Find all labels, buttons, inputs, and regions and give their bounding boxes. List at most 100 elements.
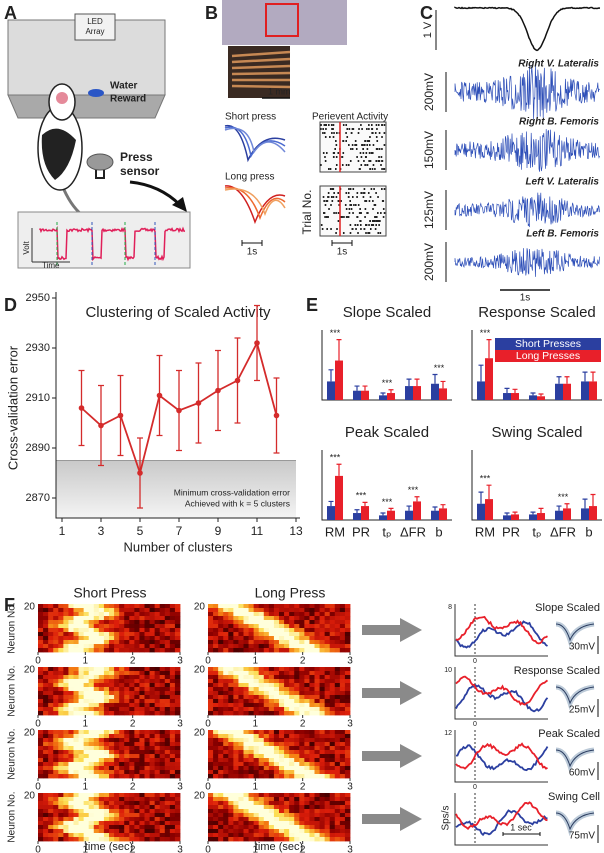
heatmap-cell bbox=[149, 620, 156, 625]
heatmap-cell bbox=[284, 667, 290, 672]
heatmap-cell bbox=[213, 711, 219, 716]
heatmap-cell bbox=[68, 612, 74, 617]
heatmap-cell bbox=[109, 699, 115, 704]
significance: *** bbox=[480, 474, 491, 484]
heatmap-cell bbox=[284, 671, 290, 676]
heatmap-cell bbox=[309, 738, 315, 743]
heatmap-cell bbox=[53, 801, 59, 806]
spike bbox=[370, 188, 373, 190]
heatmap-cell bbox=[233, 805, 239, 810]
x-tick-label: 1 bbox=[83, 656, 89, 667]
heatmap-cell bbox=[124, 809, 130, 814]
heatmap-cell bbox=[149, 742, 156, 747]
heatmap-cell bbox=[289, 620, 295, 625]
heatmap-cell bbox=[134, 754, 140, 759]
heatmap-cell bbox=[284, 675, 290, 680]
heatmap-cell bbox=[319, 699, 326, 704]
heatmap-cell bbox=[279, 805, 285, 810]
heatmap-cell bbox=[58, 687, 64, 692]
heatmap-cell bbox=[174, 604, 181, 609]
heatmap-cell bbox=[159, 636, 166, 641]
spike bbox=[383, 188, 386, 190]
heatmap-cell bbox=[218, 711, 224, 716]
spike bbox=[359, 208, 361, 210]
heatmap-cell bbox=[319, 770, 326, 775]
heatmap-cell bbox=[243, 604, 249, 609]
heatmap-cell bbox=[279, 825, 285, 830]
heatmap-cell bbox=[344, 707, 351, 712]
heatmap-cell bbox=[208, 805, 214, 810]
heatmap-cell bbox=[268, 821, 275, 826]
heatmap-cell bbox=[258, 644, 265, 649]
heatmap-cell bbox=[134, 809, 140, 814]
heatmap-cell bbox=[103, 805, 110, 810]
heatmap-cell bbox=[139, 691, 145, 696]
heatmap-cell bbox=[58, 766, 64, 771]
heatmap-cell bbox=[253, 648, 260, 653]
heatmap-cell bbox=[314, 758, 320, 763]
heatmap-cell bbox=[339, 746, 346, 751]
heatmap-cell bbox=[98, 774, 105, 779]
heatmap-cell bbox=[243, 707, 249, 712]
muscle-label: Left B. Femoris bbox=[526, 229, 599, 240]
heatmap-cell bbox=[129, 703, 135, 708]
heatmap-cell bbox=[213, 632, 219, 637]
y-axis-label: Neuron No. bbox=[7, 665, 18, 716]
heatmap-cell bbox=[334, 805, 341, 810]
heatmap-cell bbox=[334, 825, 341, 830]
heatmap-cell bbox=[78, 738, 85, 743]
heatmap-cell bbox=[208, 612, 214, 617]
heatmap-cell bbox=[253, 774, 260, 779]
heatmap-cell bbox=[268, 667, 275, 672]
heatmap-cell bbox=[129, 683, 135, 688]
heatmap-cell bbox=[324, 616, 331, 621]
heatmap-cell bbox=[103, 734, 110, 739]
heatmap-cell bbox=[48, 675, 54, 680]
heatmap-cell bbox=[114, 616, 120, 621]
heatmap-cell bbox=[63, 825, 69, 830]
heatmap-cell bbox=[213, 817, 219, 822]
heatmap-cell bbox=[139, 703, 145, 708]
spike bbox=[375, 124, 378, 126]
heatmap-cell bbox=[139, 793, 145, 798]
bar bbox=[327, 381, 335, 400]
heatmap-cell bbox=[43, 707, 49, 712]
heatmap-cell bbox=[243, 746, 249, 751]
heatmap-cell bbox=[68, 707, 74, 712]
heatmap-cell bbox=[344, 758, 351, 763]
heatmap-cell bbox=[309, 758, 315, 763]
heatmap-cell bbox=[68, 644, 74, 649]
heatmap-cell bbox=[268, 695, 275, 700]
heatmap-cell bbox=[304, 707, 310, 712]
heatmap-cell bbox=[149, 758, 156, 763]
heatmap-cell bbox=[154, 750, 161, 755]
heatmap-cell bbox=[268, 793, 275, 798]
heatmap-cell bbox=[43, 801, 49, 806]
heatmap-cell bbox=[119, 738, 125, 743]
heatmap-cell bbox=[279, 793, 285, 798]
heatmap-cell bbox=[314, 797, 320, 802]
x-tick-label: 0 bbox=[35, 845, 41, 853]
heatmap-cell bbox=[149, 683, 156, 688]
heatmap-cell bbox=[129, 821, 135, 826]
x-tick-label: 1 bbox=[59, 524, 66, 538]
spike bbox=[376, 128, 378, 130]
heatmap-cell bbox=[314, 695, 320, 700]
heatmap-cell bbox=[299, 612, 305, 617]
heatmap-cell bbox=[144, 703, 150, 708]
heatmap-cell bbox=[233, 604, 239, 609]
heatmap-cell bbox=[329, 711, 336, 716]
heatmap-cell bbox=[339, 667, 346, 672]
heatmap-cell bbox=[48, 829, 54, 834]
heatmap-cell bbox=[243, 608, 249, 613]
heatmap-cell bbox=[88, 667, 95, 672]
heatmap-cell bbox=[124, 766, 130, 771]
heatmap-cell bbox=[149, 703, 156, 708]
x-tick-label: PR bbox=[352, 524, 370, 539]
heatmap-cell bbox=[124, 825, 130, 830]
press-sensor bbox=[86, 153, 114, 171]
heatmap-cell bbox=[233, 734, 239, 739]
heatmap-cell bbox=[119, 762, 125, 767]
heatmap-cell bbox=[258, 805, 265, 810]
time-scale: 1s bbox=[337, 247, 348, 258]
